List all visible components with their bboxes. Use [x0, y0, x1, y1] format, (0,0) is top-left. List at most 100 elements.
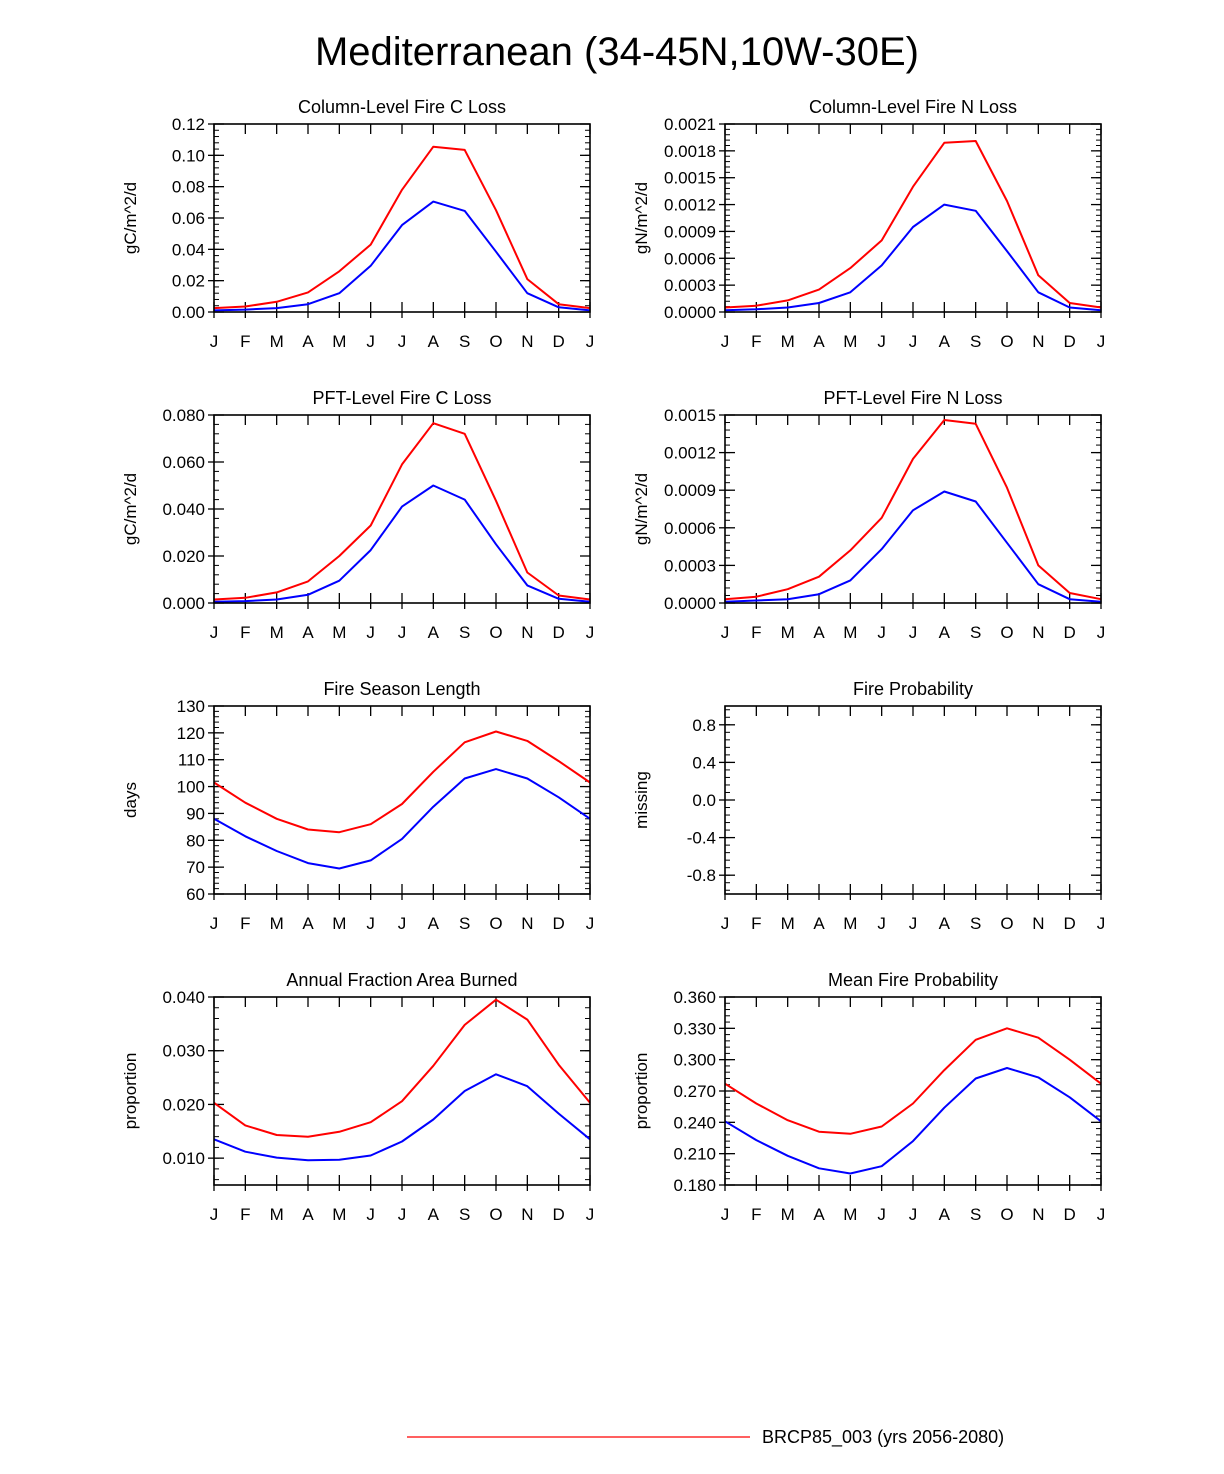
y-tick-label: 0.270 — [673, 1082, 716, 1101]
y-tick-label: 0.0021 — [664, 115, 716, 134]
x-tick-label: M — [781, 332, 795, 351]
x-tick-label: A — [939, 914, 951, 933]
y-tick-label: 130 — [177, 697, 205, 716]
panel-title: Fire Season Length — [323, 679, 480, 699]
y-tick-label: 0.0009 — [664, 222, 716, 241]
y-tick-label: 0.04 — [172, 240, 205, 259]
series-blue-line — [724, 490, 1102, 603]
x-tick-label: O — [489, 914, 502, 933]
y-tick-label: 120 — [177, 724, 205, 743]
x-tick-label: F — [240, 914, 250, 933]
x-tick-label: F — [751, 623, 761, 642]
x-tick-label: M — [781, 914, 795, 933]
x-tick-label: D — [1064, 332, 1076, 351]
x-tick-label: A — [428, 914, 440, 933]
x-tick-label: M — [332, 623, 346, 642]
series-red-line — [213, 730, 591, 834]
x-tick-label: N — [521, 332, 533, 351]
x-tick-label: D — [553, 332, 565, 351]
x-tick-label: J — [398, 332, 407, 351]
y-tick-label: 0.0003 — [664, 276, 716, 295]
x-tick-label: M — [843, 1205, 857, 1224]
x-tick-label: S — [459, 623, 470, 642]
plot-frame — [724, 705, 1102, 895]
x-tick-label: A — [428, 1205, 440, 1224]
x-tick-label: J — [1097, 332, 1106, 351]
panel-title: Column-Level Fire C Loss — [298, 97, 506, 117]
y-axis-label: proportion — [632, 1053, 651, 1130]
x-tick-label: M — [270, 914, 284, 933]
y-axis-label: gN/m^2/d — [632, 473, 651, 545]
x-tick-label: A — [939, 623, 951, 642]
plot-frame — [213, 414, 591, 604]
x-tick-label: F — [751, 1205, 761, 1224]
x-tick-label: M — [270, 332, 284, 351]
panel-title: PFT-Level Fire N Loss — [823, 388, 1002, 408]
x-tick-label: N — [521, 1205, 533, 1224]
y-tick-label: 0.0006 — [664, 519, 716, 538]
y-tick-label: 0.330 — [673, 1019, 716, 1038]
y-tick-label: 0.0000 — [664, 303, 716, 322]
y-axis-label: gC/m^2/d — [121, 473, 140, 545]
plot-frame — [724, 414, 1102, 604]
x-tick-label: J — [721, 332, 730, 351]
series-red-line — [724, 140, 1102, 309]
x-tick-label: M — [332, 332, 346, 351]
x-tick-label: A — [302, 914, 314, 933]
series-blue-line — [213, 200, 591, 312]
y-tick-label: 0.0015 — [664, 406, 716, 425]
panel-pft-level-fire-n-loss: PFT-Level Fire N Loss gN/m^2/d 0.0000 0.000… — [632, 388, 1105, 642]
panel-column-level-fire-c-loss: Column-Level Fire C Loss gC/m^2/d 0.00 0.02… — [121, 97, 594, 351]
x-tick-label: A — [428, 332, 440, 351]
y-tick-label: -0.8 — [687, 866, 716, 885]
x-tick-label: A — [813, 1205, 825, 1224]
x-tick-label: A — [302, 1205, 314, 1224]
y-tick-label: 0.0006 — [664, 249, 716, 268]
panels: Column-Level Fire C Loss gC/m^2/d 0.00 0.02… — [121, 97, 1105, 1224]
y-tick-label: 0.0012 — [664, 444, 716, 463]
x-tick-label: J — [877, 332, 886, 351]
x-tick-label: J — [909, 623, 918, 642]
x-tick-label: J — [210, 914, 219, 933]
y-tick-label: 0.0003 — [664, 556, 716, 575]
x-tick-label: J — [721, 623, 730, 642]
x-tick-label: D — [1064, 623, 1076, 642]
y-tick-label: 0.0018 — [664, 142, 716, 161]
x-tick-label: J — [1097, 1205, 1106, 1224]
x-tick-label: J — [210, 332, 219, 351]
x-tick-label: M — [843, 332, 857, 351]
x-tick-label: O — [1000, 623, 1013, 642]
series-red-line — [213, 422, 591, 601]
x-tick-label: D — [553, 623, 565, 642]
x-tick-label: J — [586, 332, 595, 351]
x-tick-label: M — [781, 623, 795, 642]
x-tick-label: S — [970, 1205, 981, 1224]
x-tick-label: O — [489, 332, 502, 351]
y-tick-label: 0.000 — [162, 594, 205, 613]
y-tick-label: 0.020 — [162, 1095, 205, 1114]
y-tick-label: 0.020 — [162, 547, 205, 566]
y-tick-label: 0.300 — [673, 1051, 716, 1070]
x-tick-label: J — [366, 914, 375, 933]
y-tick-label: 100 — [177, 778, 205, 797]
y-tick-label: 0.360 — [673, 988, 716, 1007]
x-tick-label: N — [521, 623, 533, 642]
panel-title: Column-Level Fire N Loss — [809, 97, 1017, 117]
y-tick-label: 0.030 — [162, 1042, 205, 1061]
y-tick-label: 90 — [186, 804, 205, 823]
x-tick-label: J — [366, 1205, 375, 1224]
x-tick-label: J — [721, 914, 730, 933]
series-blue-line — [724, 1067, 1102, 1175]
x-tick-label: D — [1064, 1205, 1076, 1224]
x-tick-label: A — [813, 332, 825, 351]
x-tick-label: F — [240, 1205, 250, 1224]
y-tick-label: 0.0012 — [664, 196, 716, 215]
x-tick-label: J — [909, 332, 918, 351]
x-tick-label: S — [970, 914, 981, 933]
x-tick-label: F — [751, 332, 761, 351]
x-tick-label: J — [877, 623, 886, 642]
y-tick-label: 0.0015 — [664, 169, 716, 188]
y-tick-label: 0.060 — [162, 453, 205, 472]
x-tick-label: N — [1032, 623, 1044, 642]
x-tick-label: F — [751, 914, 761, 933]
